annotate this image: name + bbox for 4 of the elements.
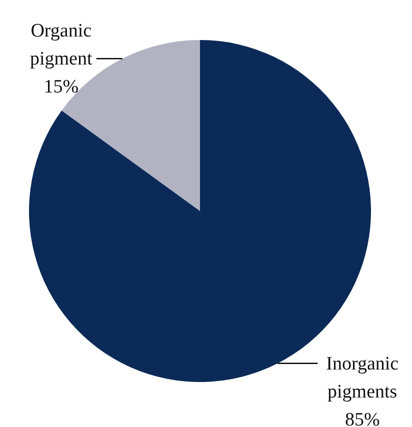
slice-label: Inorganic pigments [326,353,399,402]
slice-label: Organic pigment [30,20,93,70]
data-label: 85% [344,409,380,427]
data-label: 15% [44,76,79,98]
